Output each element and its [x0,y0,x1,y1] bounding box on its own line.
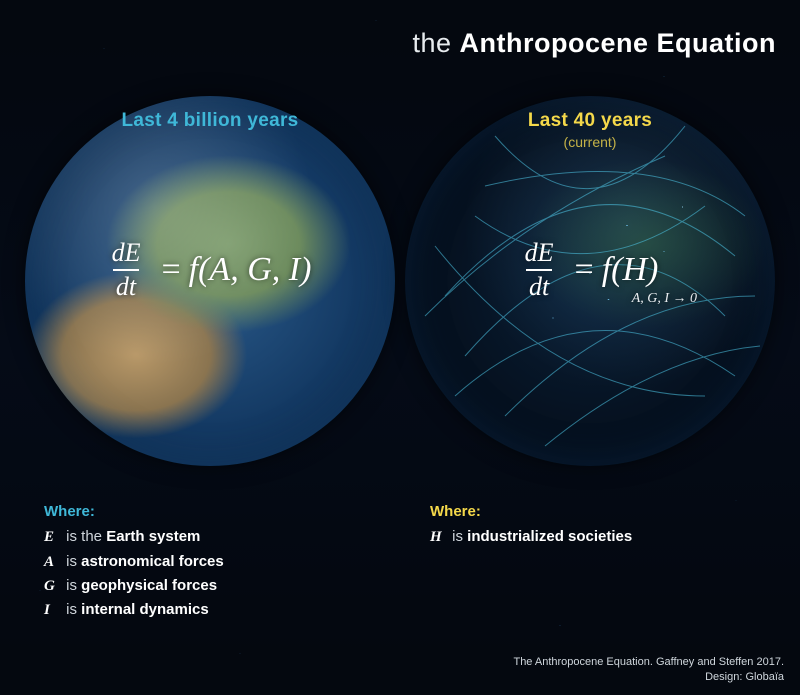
legend-row: G is geophysical forces [44,574,370,598]
legend-var: G [44,575,62,598]
globe-left-label-stack: Last 4 billion years [20,110,400,132]
title-bold: Anthropocene Equation [460,28,777,58]
legend-is: is [448,528,467,545]
legend-left-where: Where: [44,500,370,523]
legend-left: Where: E is the Earth systemA is astrono… [44,500,370,622]
eq-right-lhs-fraction: dE dt [522,240,557,300]
legend-is: is [62,601,81,618]
eq-right-rhs-text: f(H) [602,251,659,288]
legend-var: E [44,526,62,549]
eq-right-equals: = [575,251,594,289]
legend-var: I [44,599,62,622]
legend-var: H [430,526,448,549]
globe-panel-right: Last 40 years (current) dE dt = f(H) A, … [400,90,780,470]
eq-left-rhs: f(A, G, I) [189,251,312,289]
eq-left-lhs-fraction: dE dt [109,240,144,300]
globe-right-label-stack: Last 40 years (current) [400,110,780,150]
legend-row: H is industrialized societies [430,525,756,549]
eq-left-numerator: dE [109,240,144,269]
eq-left-equals: = [161,251,180,289]
legend-right-where: Where: [430,500,756,523]
legend-var: A [44,551,62,574]
globe-right-sublabel: (current) [400,134,780,150]
credits-line2: Design: Globaïa [513,670,784,685]
legend-right: Where: H is industrialized societies [430,500,756,622]
eq-right-denominator: dt [526,269,552,300]
legend-is: is the [62,528,106,545]
legend-desc: industrialized societies [467,528,632,545]
globe-right-label: Last 40 years [400,110,780,132]
legend-desc: Earth system [106,528,200,545]
globe-left-label: Last 4 billion years [20,110,400,132]
globes-row: Last 4 billion years dE dt = f(A, G, I) [0,90,800,470]
title-thin: the [412,28,451,58]
page-title: the Anthropocene Equation [0,28,776,59]
equation-left: dE dt = f(A, G, I) [20,240,400,300]
legend-row: A is astronomical forces [44,550,370,574]
legend-is: is [62,553,81,570]
legend-row: E is the Earth system [44,525,370,549]
eq-right-numerator: dE [522,240,557,269]
legend-is: is [62,577,81,594]
eq-right-rhs: f(H) A, G, I → 0 [602,251,659,289]
legend-desc: internal dynamics [81,601,209,618]
eq-right-subscript: A, G, I → 0 [632,291,697,307]
globe-panel-left: Last 4 billion years dE dt = f(A, G, I) [20,90,400,470]
legend-desc: geophysical forces [81,577,217,594]
eq-left-denominator: dt [113,269,139,300]
credits: The Anthropocene Equation. Gaffney and S… [513,655,784,685]
legend-desc: astronomical forces [81,553,224,570]
equation-right: dE dt = f(H) A, G, I → 0 [400,240,780,300]
legend-row: I is internal dynamics [44,598,370,622]
credits-line1: The Anthropocene Equation. Gaffney and S… [513,655,784,670]
legends-row: Where: E is the Earth systemA is astrono… [0,500,800,622]
